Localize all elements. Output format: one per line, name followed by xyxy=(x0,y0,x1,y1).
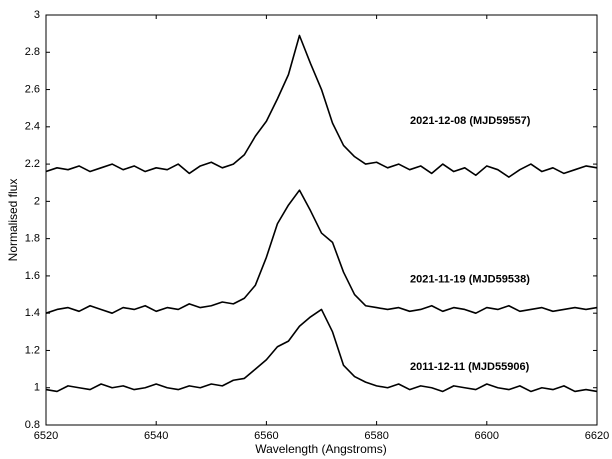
y-tick-label: 0.8 xyxy=(25,419,40,431)
series-label: 2011-12-11 (MJD55906) xyxy=(410,361,530,373)
y-tick-label: 2.6 xyxy=(25,83,40,95)
y-tick-label: 1 xyxy=(34,382,40,394)
y-tick-label: 2.4 xyxy=(25,121,40,133)
y-tick-label: 2 xyxy=(34,195,40,207)
spectrum-line xyxy=(45,308,598,393)
y-tick-label: 1.8 xyxy=(25,233,40,245)
x-axis-label: Wavelength (Angstroms) xyxy=(255,442,387,456)
y-tick-label: 2.8 xyxy=(25,46,40,58)
x-tick-label: 6560 xyxy=(254,430,278,442)
y-axis-label: Normalised flux xyxy=(6,179,20,262)
y-tick-label: 2.2 xyxy=(25,158,40,170)
y-tick-label: 1.4 xyxy=(25,307,40,319)
series-label: 2021-12-08 (MJD59557) xyxy=(410,115,531,127)
x-tick-label: 6520 xyxy=(34,430,58,442)
y-tick-label: 1.2 xyxy=(25,344,40,356)
spectrum-line xyxy=(45,34,598,178)
y-tick-label: 3 xyxy=(34,9,40,21)
x-tick-label: 6580 xyxy=(364,430,388,442)
x-tick-label: 6600 xyxy=(475,430,499,442)
x-tick-label: 6540 xyxy=(144,430,168,442)
spectrum-line xyxy=(45,189,598,314)
y-tick-label: 1.6 xyxy=(25,270,40,282)
series-label: 2021-11-19 (MJD59538) xyxy=(410,274,530,286)
plot-frame xyxy=(45,14,598,426)
x-tick-label: 6620 xyxy=(585,430,609,442)
